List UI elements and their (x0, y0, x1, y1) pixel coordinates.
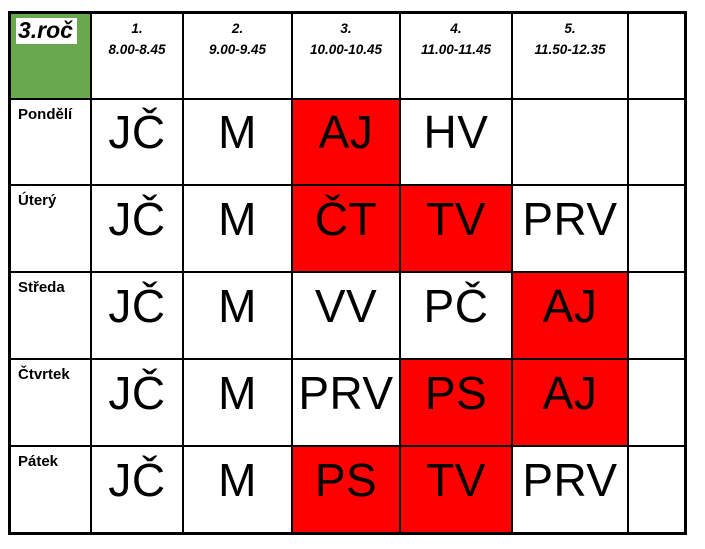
period-header-1: 1. 8.00-8.45 (92, 14, 182, 98)
period-time: 8.00-8.45 (108, 41, 166, 57)
class-title: 3.roč (16, 18, 77, 45)
subject-cell: ČT (293, 186, 399, 271)
subject-cell: PS (293, 447, 399, 532)
class-title-cell: 3.roč (11, 14, 90, 98)
day-label-tuesday: Úterý (11, 186, 90, 271)
period-time: 10.00-10.45 (309, 41, 383, 57)
subject-cell: PČ (401, 273, 511, 358)
period-number: 1. (131, 21, 143, 36)
subject-cell: JČ (92, 360, 182, 445)
period-number: 4. (450, 21, 462, 36)
subject-cell: M (184, 447, 291, 532)
period-number: 2. (231, 21, 244, 36)
period-number: 3. (340, 21, 352, 36)
subject-cell: TV (401, 447, 511, 532)
subject-cell: JČ (92, 186, 182, 271)
timetable-grid: 3.roč 1. 8.00-8.45 2. 9.00-9.45 3. 10.00… (8, 11, 687, 535)
period-time: 9.00-9.45 (208, 41, 267, 57)
subject-cell: M (184, 360, 291, 445)
period-header-3: 3. 10.00-10.45 (293, 14, 399, 98)
subject-cell (629, 360, 684, 445)
subject-cell: PRV (513, 186, 627, 271)
subject-cell (629, 273, 684, 358)
period-header-2: 2. 9.00-9.45 (184, 14, 291, 98)
subject-cell: M (184, 186, 291, 271)
subject-cell: AJ (513, 360, 627, 445)
period-time: 11.00-11.45 (420, 41, 492, 57)
subject-cell (513, 100, 627, 184)
subject-cell: PRV (513, 447, 627, 532)
period-header-empty (629, 14, 684, 98)
day-label-wednesday: Středa (11, 273, 90, 358)
subject-cell (629, 186, 684, 271)
subject-cell: PRV (293, 360, 399, 445)
subject-cell: PS (401, 360, 511, 445)
day-label-monday: Pondělí (11, 100, 90, 184)
subject-cell: HV (401, 100, 511, 184)
subject-cell: VV (293, 273, 399, 358)
period-time: 11.50-12.35 (534, 41, 606, 57)
subject-cell: JČ (92, 447, 182, 532)
period-header-5: 5. 11.50-12.35 (513, 14, 627, 98)
subject-cell: JČ (92, 100, 182, 184)
day-label-thursday: Čtvrtek (11, 360, 90, 445)
period-header-4: 4. 11.00-11.45 (401, 14, 511, 98)
subject-cell (629, 100, 684, 184)
subject-cell: AJ (513, 273, 627, 358)
subject-cell: AJ (293, 100, 399, 184)
subject-cell: M (184, 273, 291, 358)
subject-cell: M (184, 100, 291, 184)
period-number: 5. (564, 21, 576, 36)
subject-cell: JČ (92, 273, 182, 358)
subject-cell: TV (401, 186, 511, 271)
subject-cell (629, 447, 684, 532)
day-label-friday: Pátek (11, 447, 90, 532)
